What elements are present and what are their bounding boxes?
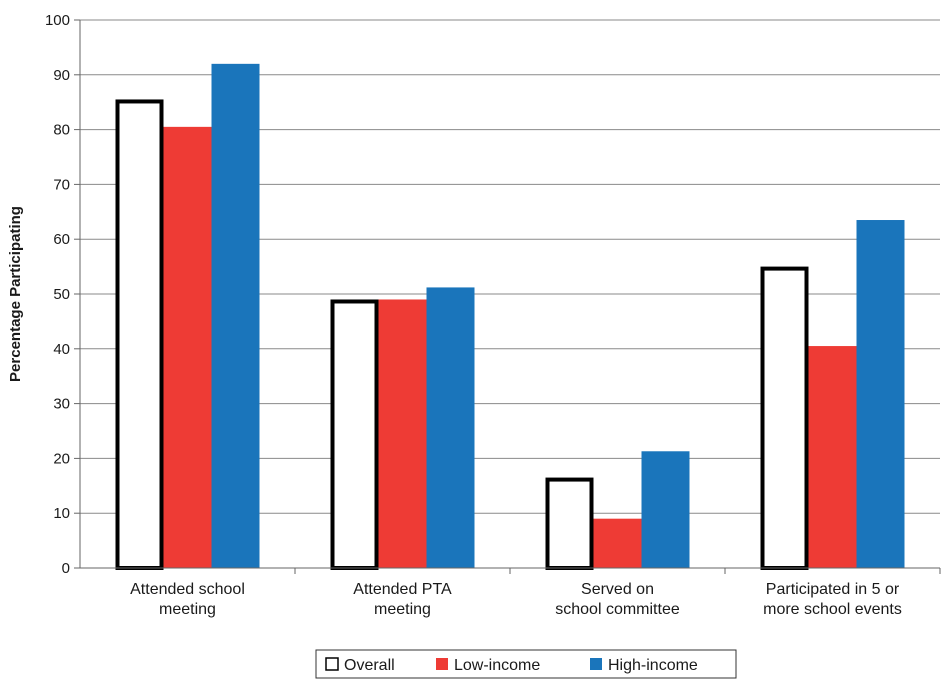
- bar: [115, 99, 164, 571]
- x-tick-label: Attended school: [130, 581, 245, 598]
- legend-swatch: [436, 658, 448, 670]
- bar: [641, 451, 690, 568]
- legend-label: Overall: [344, 657, 395, 674]
- y-tick-label: 70: [53, 176, 70, 193]
- bars: [115, 63, 905, 571]
- y-tick-label: 60: [53, 231, 70, 248]
- y-tick-label: 40: [53, 341, 70, 358]
- x-tick-label: Attended PTA: [353, 581, 452, 598]
- legend: Overall Low-income High-income: [315, 649, 737, 679]
- legend-box: [315, 649, 737, 679]
- x-tick-label: school committee: [555, 601, 680, 618]
- bar: [856, 220, 905, 568]
- bar: [593, 518, 642, 568]
- x-tick-label: meeting: [374, 601, 431, 618]
- axes: [74, 19, 941, 574]
- y-tick-label: 20: [53, 450, 70, 467]
- legend-label: High-income: [608, 657, 698, 674]
- bar: [808, 346, 857, 568]
- legend-label: Low-income: [454, 657, 540, 674]
- x-tick-label: meeting: [159, 601, 216, 618]
- bar: [330, 299, 379, 570]
- y-tick-label: 80: [53, 122, 70, 139]
- y-tick-label: 100: [45, 12, 70, 29]
- x-tick-label: Served on: [581, 581, 654, 598]
- legend-swatch: [325, 657, 339, 671]
- bar: [545, 477, 594, 570]
- x-tick-label: Participated in 5 or: [766, 581, 900, 598]
- bar: [211, 63, 260, 569]
- x-tick-label: more school events: [763, 601, 902, 618]
- y-tick-label: 10: [53, 505, 70, 522]
- bar: [426, 287, 475, 568]
- legend-swatch: [590, 658, 602, 670]
- bar: [163, 126, 212, 569]
- axis-labels: 0 10 20 30 40 50 60 70 80 90 100 Attended school mee…: [45, 12, 902, 618]
- bar: [760, 266, 809, 570]
- y-tick-label: 90: [53, 67, 70, 84]
- y-tick-label: 30: [53, 396, 70, 413]
- bar: [378, 299, 427, 568]
- y-tick-label: 50: [53, 286, 70, 303]
- y-tick-label: 0: [62, 560, 70, 577]
- y-axis-label: Percentage Participating: [7, 206, 24, 382]
